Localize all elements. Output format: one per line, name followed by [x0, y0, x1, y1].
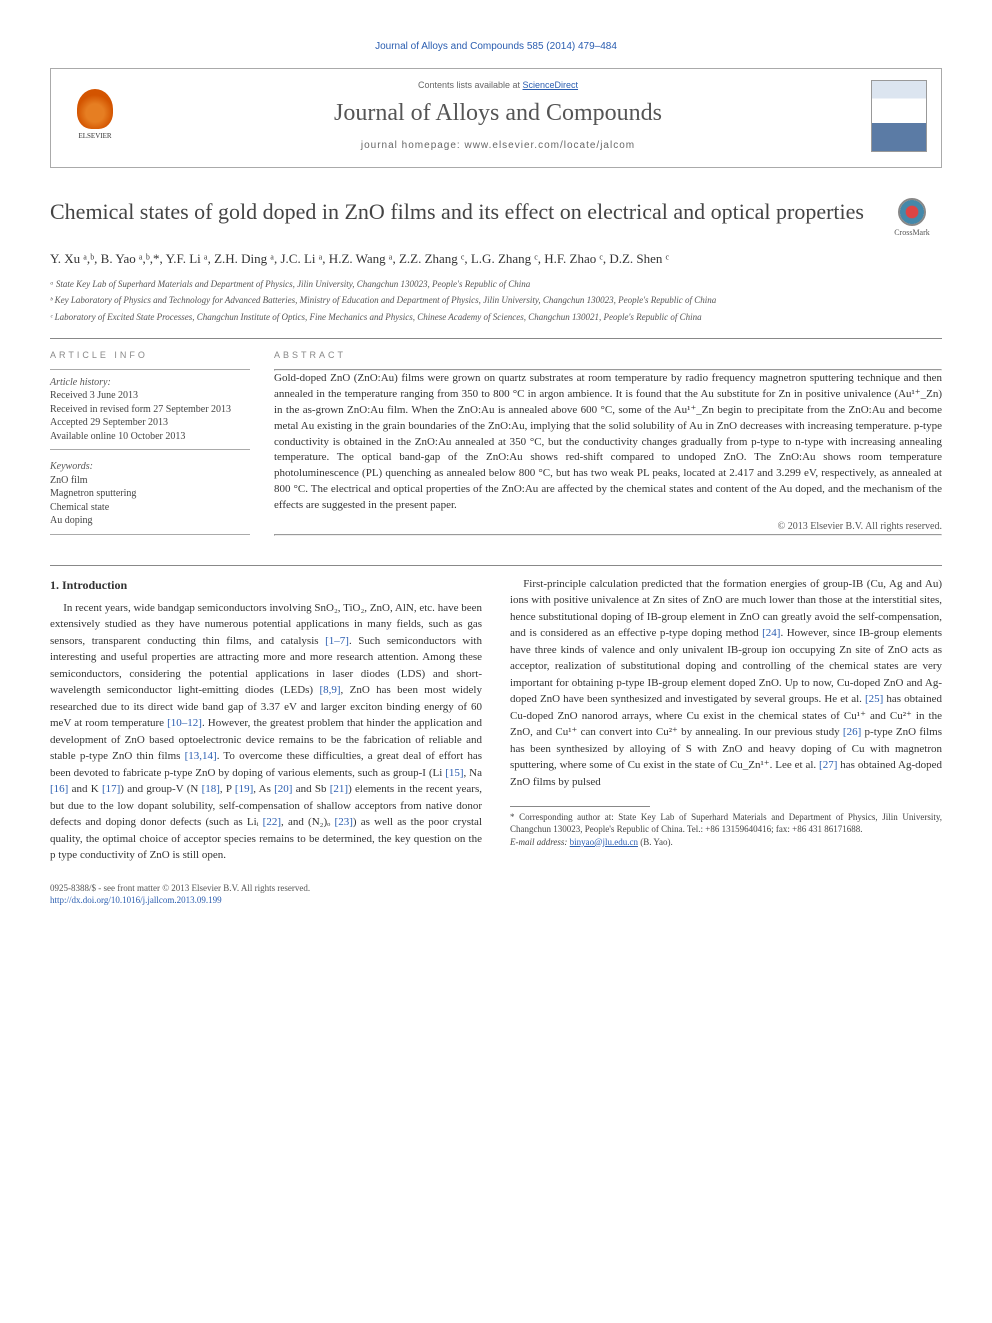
footnote-rule	[510, 806, 650, 807]
affiliation-a: ᵃ State Key Lab of Superhard Materials a…	[50, 278, 942, 291]
ref-19[interactable]: [19]	[235, 783, 253, 795]
keyword-2: Magnetron sputtering	[50, 487, 250, 501]
abstract-column: ABSTRACT Gold-doped ZnO (ZnO:Au) films w…	[274, 349, 942, 541]
elsevier-logo: ELSEVIER	[65, 80, 125, 152]
article-info-heading: ARTICLE INFO	[50, 349, 250, 361]
ref-10-12[interactable]: [10–12]	[167, 717, 202, 729]
journal-header: ELSEVIER Contents lists available at Sci…	[50, 68, 942, 168]
ref-27[interactable]: [27]	[819, 759, 837, 771]
ref-17[interactable]: [17]	[102, 783, 120, 795]
history-accepted: Accepted 29 September 2013	[50, 416, 250, 430]
abstract-copyright: © 2013 Elsevier B.V. All rights reserved…	[274, 520, 942, 534]
history-revised: Received in revised form 27 September 20…	[50, 403, 250, 417]
keyword-4: Au doping	[50, 514, 250, 528]
section-1-heading: 1. Introduction	[50, 576, 482, 594]
journal-reference: Journal of Alloys and Compounds 585 (201…	[50, 40, 942, 54]
ref-16[interactable]: [16]	[50, 783, 68, 795]
intro-para-2: First-principle calculation predicted th…	[510, 576, 942, 791]
article-title: Chemical states of gold doped in ZnO fil…	[50, 198, 870, 226]
journal-title: Journal of Alloys and Compounds	[141, 97, 855, 129]
keywords-label: Keywords:	[50, 460, 250, 474]
authors-line: Y. Xu ᵃ,ᵇ, B. Yao ᵃ,ᵇ,*, Y.F. Li ᵃ, Z.H.…	[50, 250, 942, 268]
history-label: Article history:	[50, 376, 250, 390]
author-email-link[interactable]: binyao@jlu.edu.cn	[570, 837, 638, 847]
ref-15[interactable]: [15]	[445, 767, 463, 779]
elsevier-tree-icon	[77, 89, 113, 129]
doi-link[interactable]: http://dx.doi.org/10.1016/j.jallcom.2013…	[50, 895, 222, 905]
ref-21[interactable]: [21]	[330, 783, 348, 795]
publisher-name: ELSEVIER	[78, 132, 111, 141]
abstract-text: Gold-doped ZnO (ZnO:Au) films were grown…	[274, 371, 942, 514]
ref-25[interactable]: [25]	[865, 693, 883, 705]
keyword-1: ZnO film	[50, 474, 250, 488]
crossmark-icon	[898, 198, 926, 226]
footer-left: 0925-8388/$ - see front matter © 2013 El…	[50, 882, 310, 906]
article-info-column: ARTICLE INFO Article history: Received 3…	[50, 349, 250, 541]
info-abstract-row: ARTICLE INFO Article history: Received 3…	[50, 349, 942, 541]
corresponding-footnote: * Corresponding author at: State Key Lab…	[510, 811, 942, 835]
history-received: Received 3 June 2013	[50, 389, 250, 403]
affiliation-b: ᵇ Key Laboratory of Physics and Technolo…	[50, 294, 942, 307]
ref-26[interactable]: [26]	[843, 726, 861, 738]
intro-para-1: In recent years, wide bandgap semiconduc…	[50, 600, 482, 864]
affiliation-c: ᶜ Laboratory of Excited State Processes,…	[50, 311, 942, 324]
email-label: E-mail address:	[510, 837, 570, 847]
header-center: Contents lists available at ScienceDirec…	[141, 79, 855, 153]
contents-pre: Contents lists available at	[418, 80, 523, 90]
journal-cover-thumbnail	[871, 80, 927, 152]
history-online: Available online 10 October 2013	[50, 430, 250, 444]
keyword-3: Chemical state	[50, 501, 250, 515]
ref-22[interactable]: [22]	[263, 816, 281, 828]
ref-1-7[interactable]: [1–7]	[325, 635, 349, 647]
page-footer: 0925-8388/$ - see front matter © 2013 El…	[50, 882, 942, 906]
ref-18[interactable]: [18]	[202, 783, 220, 795]
crossmark-label: CrossMark	[894, 228, 930, 237]
journal-homepage: journal homepage: www.elsevier.com/locat…	[141, 139, 855, 153]
abstract-heading: ABSTRACT	[274, 349, 942, 361]
ref-23[interactable]: [23]	[335, 816, 353, 828]
contents-line: Contents lists available at ScienceDirec…	[141, 79, 855, 91]
email-footnote: E-mail address: binyao@jlu.edu.cn (B. Ya…	[510, 836, 942, 848]
ref-20[interactable]: [20]	[274, 783, 292, 795]
ref-13-14[interactable]: [13,14]	[185, 750, 217, 762]
body-columns: 1. Introduction In recent years, wide ba…	[50, 576, 942, 864]
divider	[50, 565, 942, 566]
footer-copyright: 0925-8388/$ - see front matter © 2013 El…	[50, 882, 310, 894]
ref-24[interactable]: [24]	[762, 627, 780, 639]
divider	[50, 338, 942, 339]
sciencedirect-link[interactable]: ScienceDirect	[523, 80, 579, 90]
ref-8-9[interactable]: [8,9]	[319, 684, 340, 696]
crossmark-badge[interactable]: CrossMark	[882, 198, 942, 239]
